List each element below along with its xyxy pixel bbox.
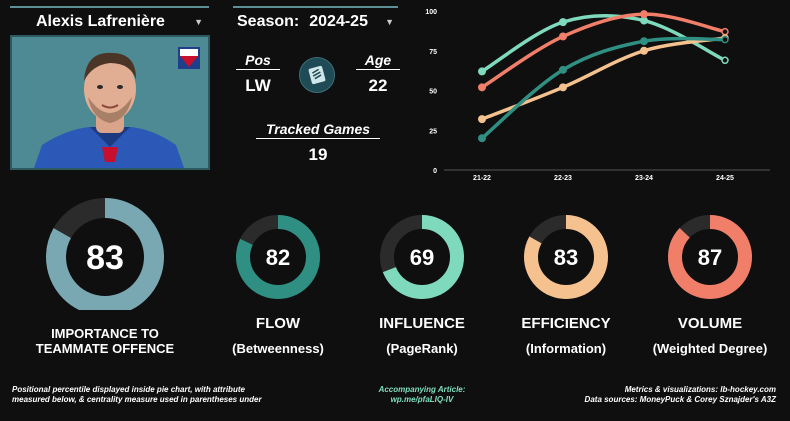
series-line-volume xyxy=(480,12,727,90)
team-logo-icon xyxy=(299,57,335,93)
data-point-volume xyxy=(478,83,486,92)
footer-credits: Metrics & visualizations: lb-hockey.com … xyxy=(520,385,776,405)
metric-efficiency-name: EFFICIENCY xyxy=(521,315,611,332)
data-point-efficiency xyxy=(640,46,648,55)
data-point-volume xyxy=(721,27,729,36)
x-tick-label: 21-22 xyxy=(473,175,491,182)
x-tick-label: 24-25 xyxy=(716,175,734,182)
data-point-flow xyxy=(559,65,567,74)
metric-influence-sub: (PageRank) xyxy=(386,341,458,356)
data-point-influence xyxy=(721,56,729,65)
data-point-influence xyxy=(478,67,486,76)
position-block: Pos LW xyxy=(236,52,280,96)
donut-value-importance: 83 xyxy=(86,239,124,277)
x-axis-ticks: 21-22 22-23 23-24 24-25 xyxy=(473,175,734,182)
y-axis-ticks: 0 25 50 75 100 xyxy=(425,9,437,175)
metric-importance-label-block: IMPORTANCE TO TEAMMATE OFFENCE xyxy=(34,326,176,356)
donut-fill-flow xyxy=(236,215,320,299)
trend-line-chart: 0 25 50 75 100 21-22 22-23 23-24 24-25 xyxy=(425,9,770,182)
donut-fill-efficiency xyxy=(524,215,608,299)
footer-credits-line2: Data sources: MoneyPuck & Corey Sznajder… xyxy=(584,395,776,404)
metric-volume-sub: (Weighted Degree) xyxy=(652,341,768,356)
tracked-games-label: Tracked Games xyxy=(256,121,380,139)
donut-value-influence: 69 xyxy=(410,245,434,270)
series-line-flow xyxy=(480,36,727,140)
data-point-flow xyxy=(478,134,486,143)
x-tick-label: 22-23 xyxy=(554,175,572,182)
position-value: LW xyxy=(245,76,271,95)
position-label: Pos xyxy=(236,52,280,70)
season-label: Season: xyxy=(237,13,300,30)
age-block: Age 22 xyxy=(356,52,400,96)
donut-value-efficiency: 83 xyxy=(554,245,578,270)
footer-article-link[interactable]: wp.me/pfaLIQ-IV xyxy=(390,395,454,404)
player-name: Alexis Lafrenière xyxy=(36,13,165,30)
donut-fill-importance xyxy=(46,198,164,310)
footer-note: Positional percentile displayed inside p… xyxy=(12,385,332,405)
data-point-efficiency xyxy=(478,115,486,124)
metric-efficiency-label-block: EFFICIENCY (Information) xyxy=(506,315,626,356)
caret-down-icon: ▼ xyxy=(194,17,203,27)
metric-flow-sub: (Betweenness) xyxy=(232,341,324,356)
age-label: Age xyxy=(356,52,400,70)
footer-credits-line1: Metrics & visualizations: lb-hockey.com xyxy=(624,385,776,394)
metric-influence-label-block: INFLUENCE (PageRank) xyxy=(362,315,482,356)
season-value: 2024-25 xyxy=(309,13,368,30)
caret-down-icon: ▼ xyxy=(385,17,394,27)
metric-volume-label-block: VOLUME (Weighted Degree) xyxy=(640,315,780,356)
x-tick-label: 23-24 xyxy=(635,175,653,182)
data-point-flow xyxy=(721,35,729,44)
data-point-efficiency xyxy=(559,83,567,92)
y-tick-label: 50 xyxy=(429,89,437,96)
metric-volume-name: VOLUME xyxy=(677,315,743,332)
y-tick-label: 100 xyxy=(425,9,437,16)
data-point-influence xyxy=(559,18,567,27)
metric-efficiency-sub: (Information) xyxy=(525,341,607,356)
season-dropdown[interactable]: Season: 2024-25 ▼ xyxy=(233,6,398,36)
series-lines xyxy=(480,12,727,140)
series-points xyxy=(478,10,729,143)
data-point-flow xyxy=(640,37,648,46)
footer-note-line2: measured below, & centrality measure use… xyxy=(12,395,262,404)
data-point-influence xyxy=(640,16,648,25)
age-value: 22 xyxy=(368,76,388,95)
metric-importance-name: IMPORTANCE TO xyxy=(51,326,159,341)
donut-fill-influence xyxy=(380,215,464,299)
donut-fill-volume xyxy=(668,215,752,299)
tracked-games-value: 19 xyxy=(308,145,328,164)
metric-influence-name: INFLUENCE xyxy=(379,315,465,332)
y-tick-label: 75 xyxy=(429,49,437,56)
y-tick-label: 25 xyxy=(429,128,437,135)
metric-flow-name: FLOW xyxy=(255,315,301,332)
percentile-donuts: 83 82 69 83 87 xyxy=(46,198,752,310)
player-dropdown[interactable]: Alexis Lafrenière ▼ xyxy=(10,6,209,36)
footer-note-line1: Positional percentile displayed inside p… xyxy=(12,385,245,394)
donut-value-flow: 82 xyxy=(266,245,290,270)
player-headshot xyxy=(10,35,210,170)
metric-importance-name-line2: TEAMMATE OFFENCE xyxy=(35,341,175,356)
y-tick-label: 0 xyxy=(433,168,437,175)
metric-flow-label-block: FLOW (Betweenness) xyxy=(218,315,338,356)
tracked-games-block: Tracked Games 19 xyxy=(256,121,380,165)
footer-article-label: Accompanying Article: xyxy=(378,385,466,394)
data-point-volume xyxy=(640,10,648,19)
data-point-volume xyxy=(559,32,567,41)
footer-article: Accompanying Article: wp.me/pfaLIQ-IV xyxy=(352,385,492,405)
donut-value-volume: 87 xyxy=(698,245,722,270)
